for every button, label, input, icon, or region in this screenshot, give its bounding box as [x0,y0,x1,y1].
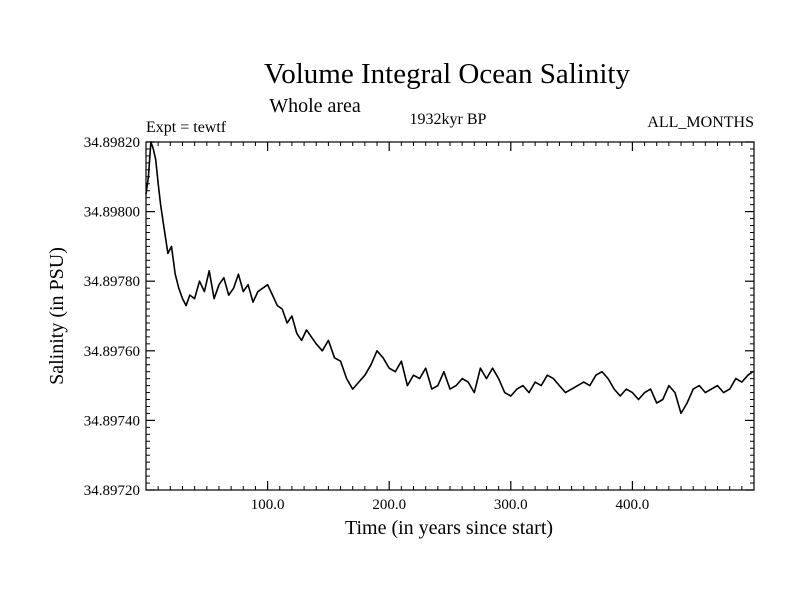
x-tick-label: 100.0 [251,497,285,513]
y-tick-label: 34.89720 [84,483,140,499]
x-tick-label: 400.0 [616,497,650,513]
y-axis-label: Salinity (in PSU) [46,247,68,385]
experiment-label: Expt = tewtf [146,119,227,136]
y-tick-label: 34.89800 [84,205,140,221]
x-tick-label: 300.0 [494,497,528,513]
plot-frame [145,141,755,491]
y-axis: 34.89720 34.89740 34.89760 34.89780 34.89800… [84,135,754,499]
months-label: ALL_MONTHS [647,114,754,131]
minor-ticks [146,142,754,490]
salinity-series-line [145,141,754,415]
chart-subtitle: Whole area [269,95,361,117]
y-tick-label: 34.89820 [84,135,140,151]
y-tick-label: 34.89760 [84,344,140,360]
period-label: 1932kyr BP [410,111,487,128]
y-tick-label: 34.89740 [84,413,140,429]
y-tick-label: 34.89780 [84,274,140,290]
x-axis: 100.0 200.0 300.0 400.0 [251,142,650,513]
chart-title: Volume Integral Ocean Salinity [264,58,630,90]
x-tick-label: 200.0 [372,497,406,513]
x-axis-label: Time (in years since start) [345,517,553,539]
